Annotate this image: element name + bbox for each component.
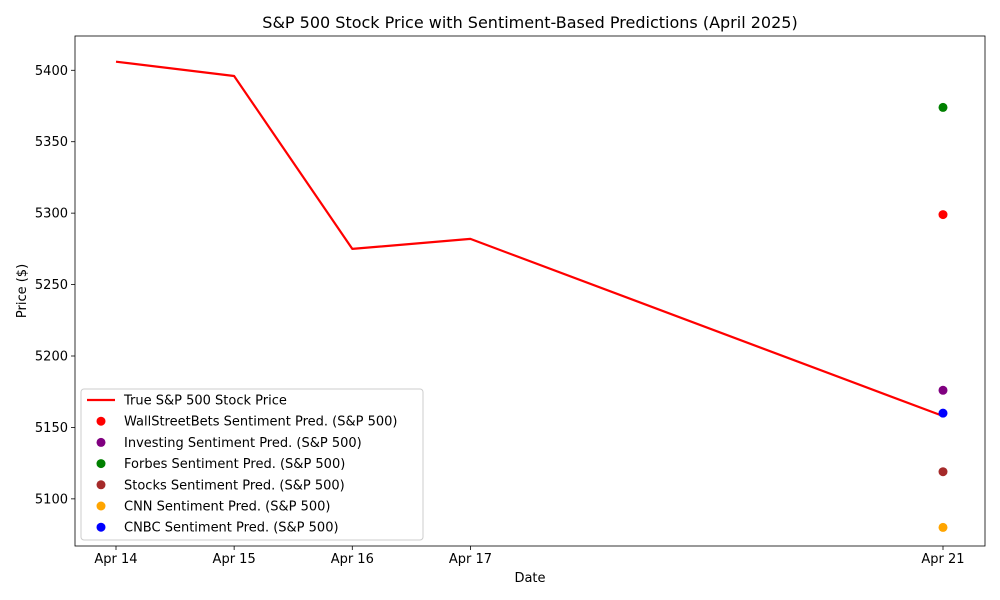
y-axis-label: Price ($) bbox=[15, 264, 30, 318]
legend-marker-swatch bbox=[96, 437, 106, 447]
x-tick-label: Apr 16 bbox=[331, 552, 374, 567]
legend-label: Investing Sentiment Pred. (S&P 500) bbox=[124, 436, 362, 451]
legend-box bbox=[80, 388, 424, 541]
y-tick-label: 5350 bbox=[35, 135, 68, 150]
x-tick-label: Apr 21 bbox=[921, 552, 964, 567]
prediction-point bbox=[938, 210, 948, 220]
legend-label: CNN Sentiment Pred. (S&P 500) bbox=[124, 500, 331, 515]
legend-marker-swatch bbox=[96, 416, 106, 426]
y-tick-label: 5400 bbox=[35, 64, 68, 79]
legend: True S&P 500 Stock Price WallStreetBets S… bbox=[80, 388, 424, 541]
y-tick-label: 5250 bbox=[35, 278, 68, 293]
legend-marker-swatch bbox=[96, 480, 106, 490]
prediction-point bbox=[938, 467, 948, 477]
chart-title: S&P 500 Stock Price with Sentiment-Based… bbox=[262, 13, 797, 32]
legend-marker-swatch bbox=[96, 459, 106, 469]
prediction-point bbox=[938, 522, 948, 532]
y-tick-label: 5300 bbox=[35, 207, 68, 222]
x-tick-label: Apr 14 bbox=[94, 552, 137, 567]
prediction-point bbox=[938, 385, 948, 395]
price-line bbox=[115, 60, 944, 418]
legend-label: Forbes Sentiment Pred. (S&P 500) bbox=[124, 457, 345, 472]
x-tick-label: Apr 17 bbox=[449, 552, 492, 567]
x-axis-label: Date bbox=[514, 571, 545, 586]
axes: Apr 14 Apr 15 Apr 16 Apr 17 Apr 21 5100 5150 52… bbox=[35, 64, 965, 567]
legend-marker-swatch bbox=[96, 501, 106, 511]
legend-label: Stocks Sentiment Pred. (S&P 500) bbox=[124, 478, 345, 493]
plot-content bbox=[115, 60, 948, 532]
prediction-point bbox=[938, 102, 948, 112]
legend-marker-swatch bbox=[96, 522, 106, 532]
y-tick-label: 5200 bbox=[35, 350, 68, 365]
prediction-point bbox=[938, 408, 948, 418]
legend-label: CNBC Sentiment Pred. (S&P 500) bbox=[124, 521, 339, 536]
legend-label: WallStreetBets Sentiment Pred. (S&P 500) bbox=[124, 415, 397, 430]
y-tick-label: 5150 bbox=[35, 421, 68, 436]
plot-frame bbox=[74, 35, 986, 547]
legend-label: True S&P 500 Stock Price bbox=[123, 394, 287, 409]
x-tick-label: Apr 15 bbox=[213, 552, 256, 567]
y-tick-label: 5100 bbox=[35, 492, 68, 507]
